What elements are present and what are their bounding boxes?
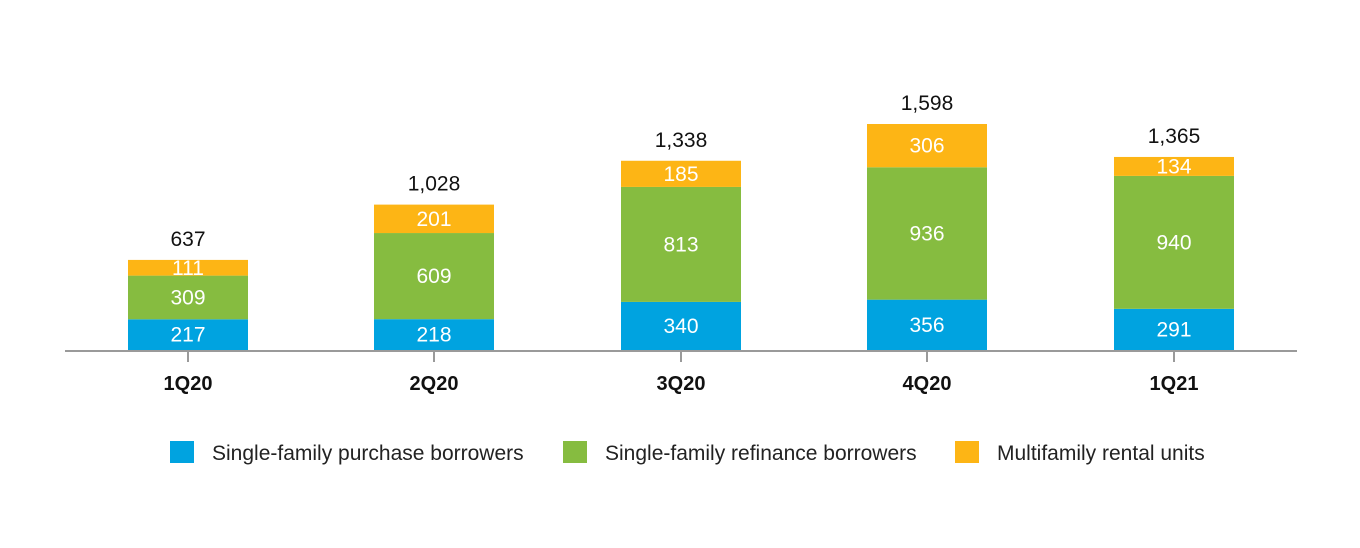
x-tick-label: 2Q20 (410, 373, 459, 395)
segment-value-label: 609 (416, 265, 451, 288)
segment-value-label: 201 (416, 208, 451, 231)
legend-label: Multifamily rental units (997, 442, 1205, 465)
total-value-label: 1,028 (408, 173, 461, 196)
total-value-label: 637 (170, 228, 205, 251)
legend-label: Single-family purchase borrowers (212, 442, 524, 465)
legend-swatch (170, 441, 194, 463)
total-value-label: 1,598 (901, 92, 954, 115)
bar-segment-3Q20-s2 (621, 160, 741, 187)
segment-value-label: 340 (663, 315, 698, 338)
bars-layer (128, 124, 1234, 350)
segment-value-label: 111 (172, 257, 204, 280)
legend-label: Single-family refinance borrowers (605, 442, 917, 465)
bar-segment-1Q20-s1 (128, 275, 248, 320)
bar-segment-2Q20-s2 (374, 204, 494, 234)
bar-segment-2Q20-s0 (374, 319, 494, 350)
bar-segment-4Q20-s2 (867, 124, 987, 168)
segment-value-label: 134 (1156, 155, 1191, 178)
x-tick-label: 3Q20 (657, 373, 706, 395)
legend-swatch (955, 441, 979, 463)
segment-value-label: 217 (170, 324, 205, 347)
x-tick-label: 1Q21 (1150, 373, 1199, 395)
x-axis-ticks (187, 351, 1175, 362)
bar-segment-1Q21-s2 (1114, 156, 1234, 176)
bar-segment-1Q20-s2 (128, 259, 248, 276)
labels-layer: 217 309 111 637 1Q20 218 609 201 1,028 2Q20 340 813… (164, 92, 1201, 395)
x-tick-label: 1Q20 (164, 373, 213, 395)
bar-segment-3Q20-s0 (621, 301, 741, 350)
segment-value-label: 356 (909, 314, 944, 337)
bar-segment-4Q20-s0 (867, 299, 987, 350)
total-value-label: 1,365 (1148, 125, 1201, 148)
bar-segment-1Q20-s0 (128, 319, 248, 350)
segment-value-label: 940 (1156, 231, 1191, 254)
segment-value-label: 218 (416, 324, 451, 347)
segment-value-label: 306 (909, 135, 944, 158)
total-value-label: 1,338 (655, 129, 708, 152)
bar-segment-2Q20-s1 (374, 233, 494, 320)
segment-value-label: 813 (663, 233, 698, 256)
segment-value-label: 309 (170, 286, 205, 309)
bar-segment-3Q20-s1 (621, 186, 741, 302)
legend: Single-family purchase borrowers Single-f… (170, 441, 1205, 465)
segment-value-label: 291 (1156, 318, 1191, 341)
segment-value-label: 936 (909, 222, 944, 245)
legend-swatch (563, 441, 587, 463)
segment-value-label: 185 (663, 163, 698, 186)
bar-segment-1Q21-s0 (1114, 308, 1234, 350)
bar-segment-1Q21-s1 (1114, 175, 1234, 309)
bar-segment-4Q20-s1 (867, 167, 987, 300)
x-tick-label: 4Q20 (903, 373, 952, 395)
